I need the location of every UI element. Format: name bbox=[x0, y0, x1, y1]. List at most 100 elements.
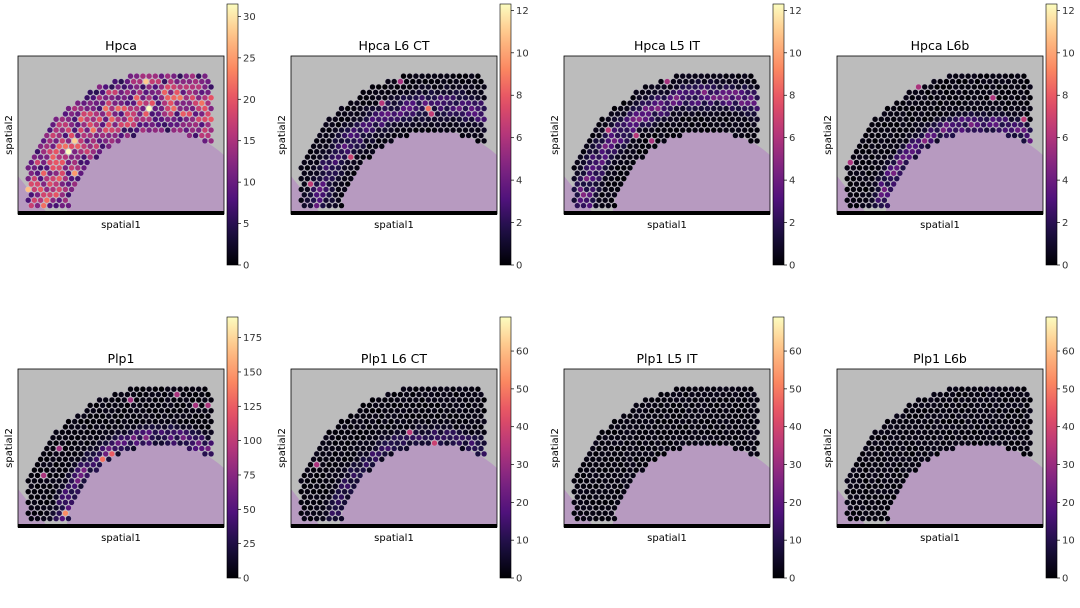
expression-spot bbox=[198, 402, 205, 409]
expression-spot bbox=[602, 121, 609, 128]
expression-spot bbox=[167, 100, 174, 107]
colorbar-tick-label: 6 bbox=[1062, 133, 1068, 144]
expression-spot bbox=[192, 413, 199, 420]
expression-spot bbox=[388, 407, 395, 414]
expression-spot bbox=[350, 461, 357, 468]
expression-spot bbox=[177, 116, 184, 123]
expression-spot bbox=[369, 148, 376, 155]
expression-spot bbox=[84, 127, 91, 134]
expression-spot bbox=[903, 127, 910, 134]
expression-spot bbox=[626, 132, 634, 139]
expression-spot bbox=[630, 127, 637, 134]
expression-spot bbox=[915, 461, 922, 468]
expression-spot bbox=[884, 137, 891, 144]
expression-spot bbox=[657, 402, 665, 409]
expression-spot bbox=[208, 94, 215, 101]
expression-spot bbox=[139, 105, 146, 112]
colorbar-tick-label: 15 bbox=[243, 136, 256, 147]
expression-spot bbox=[673, 83, 680, 91]
expression-spot bbox=[161, 100, 168, 107]
expression-spot bbox=[335, 143, 342, 150]
colorbar-tick-label: 6 bbox=[516, 133, 522, 144]
colorbar-tick-label: 4 bbox=[789, 176, 795, 187]
expression-spot bbox=[335, 488, 342, 495]
panel-hpca: Hpca spatial1 spatial2 0 5 10 15 20 25 30 bbox=[0, 0, 270, 295]
expression-spot bbox=[881, 164, 888, 171]
expression-spot bbox=[46, 440, 53, 447]
expression-spot bbox=[326, 116, 333, 123]
expression-spot bbox=[139, 396, 146, 404]
expression-spot bbox=[43, 186, 50, 193]
expression-spot bbox=[170, 429, 177, 436]
expression-spot bbox=[87, 110, 94, 118]
expression-spot bbox=[186, 78, 193, 85]
expression-spot bbox=[310, 164, 317, 171]
expression-spot bbox=[611, 429, 618, 436]
expression-spot bbox=[415, 402, 423, 409]
expression-spot bbox=[881, 132, 888, 139]
expression-spot bbox=[623, 429, 630, 436]
expression-spot bbox=[661, 407, 668, 414]
expression-spot bbox=[406, 407, 413, 414]
expression-spot bbox=[961, 391, 969, 398]
expression-spot bbox=[397, 121, 404, 128]
expression-spot bbox=[716, 94, 723, 101]
expression-spot bbox=[152, 440, 159, 447]
expression-spot bbox=[648, 429, 655, 436]
expression-spot bbox=[645, 456, 652, 463]
expression-spot bbox=[453, 100, 460, 107]
expression-spot bbox=[446, 110, 454, 118]
expression-spot bbox=[589, 445, 596, 452]
expression-spot bbox=[403, 423, 410, 431]
expression-spot bbox=[642, 127, 649, 134]
expression-spot bbox=[670, 391, 677, 398]
expression-spot bbox=[735, 396, 742, 404]
expression-spot bbox=[118, 121, 125, 128]
expression-spot bbox=[456, 429, 463, 436]
tissue-stain bbox=[66, 443, 224, 527]
expression-spot bbox=[437, 127, 444, 134]
expression-spot bbox=[716, 418, 723, 425]
expression-spot bbox=[664, 100, 671, 107]
expression-spot bbox=[946, 440, 953, 447]
expression-spot bbox=[673, 429, 680, 436]
expression-spot bbox=[620, 143, 627, 150]
expression-spot bbox=[850, 197, 857, 204]
expression-spot bbox=[664, 413, 671, 420]
expression-spot bbox=[915, 137, 922, 144]
expression-spot bbox=[685, 386, 692, 393]
axes-bottom-bar bbox=[291, 211, 497, 215]
expression-spot bbox=[921, 116, 928, 123]
expression-spot bbox=[394, 83, 401, 91]
expression-spot bbox=[397, 78, 404, 85]
expression-spot bbox=[74, 175, 81, 182]
expression-spot bbox=[456, 83, 463, 91]
spot-layer bbox=[571, 386, 761, 522]
expression-spot bbox=[595, 499, 603, 506]
expression-spot bbox=[890, 429, 897, 436]
expression-spot bbox=[1017, 110, 1024, 118]
expression-spot bbox=[422, 413, 429, 420]
expression-spot bbox=[921, 429, 928, 436]
expression-spot bbox=[338, 461, 345, 468]
expression-spot bbox=[87, 467, 94, 474]
expression-spot bbox=[388, 127, 395, 134]
expression-spot bbox=[732, 89, 739, 96]
expression-spot bbox=[124, 132, 131, 139]
expression-spot bbox=[192, 110, 199, 118]
expression-spot bbox=[198, 132, 205, 139]
expression-spot bbox=[617, 137, 624, 144]
expression-spot bbox=[630, 440, 637, 447]
expression-spot bbox=[357, 159, 364, 166]
expression-spot bbox=[738, 89, 745, 96]
expression-spot bbox=[465, 78, 472, 85]
expression-spot bbox=[65, 440, 72, 447]
expression-spot bbox=[992, 423, 1000, 431]
expression-spot bbox=[77, 450, 84, 457]
expression-spot bbox=[980, 121, 987, 128]
expression-spot bbox=[177, 396, 184, 404]
expression-spot bbox=[909, 105, 916, 112]
expression-spot bbox=[605, 483, 612, 490]
expression-spot bbox=[127, 94, 134, 101]
expression-spot bbox=[856, 186, 863, 193]
